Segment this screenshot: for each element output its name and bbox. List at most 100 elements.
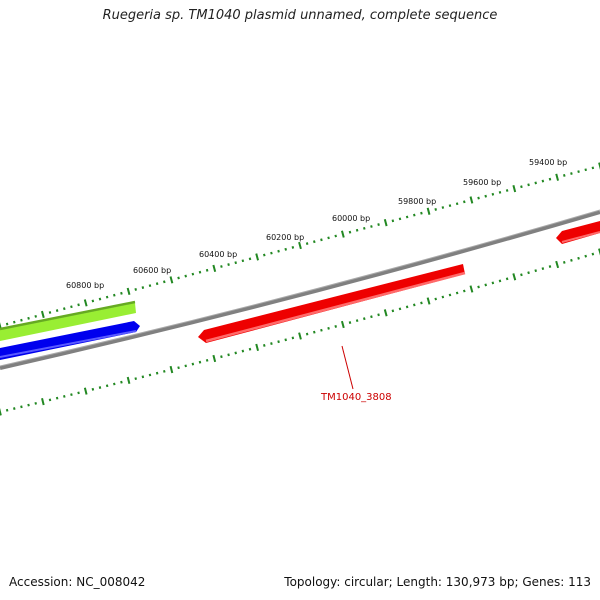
inner-ruler-minor-tick <box>413 303 416 307</box>
outer-ruler-minor-tick <box>270 251 273 255</box>
outer-ruler-major-tick <box>255 253 260 261</box>
inner-ruler-minor-tick <box>313 330 316 334</box>
inner-ruler-major-tick <box>426 297 431 305</box>
inner-ruler-minor-tick <box>141 375 145 379</box>
outer-ruler-minor-tick <box>105 295 109 299</box>
outer-ruler-minor-tick <box>455 202 459 206</box>
outer-ruler-minor-tick <box>198 270 202 274</box>
outer-ruler-major-tick <box>126 287 131 296</box>
outer-ruler-minor-tick <box>334 234 337 238</box>
inner-ruler-minor-tick <box>548 265 552 268</box>
plasmid-backbone <box>0 210 600 370</box>
outer-ruler-minor-tick <box>391 219 395 223</box>
inner-ruler-track <box>0 248 600 416</box>
inner-ruler-minor-tick <box>113 382 116 386</box>
inner-ruler-minor-tick <box>5 408 9 412</box>
outer-ruler-minor-tick <box>113 293 116 297</box>
inner-ruler-minor-tick <box>227 353 230 357</box>
gene-green[interactable] <box>0 300 136 341</box>
inner-ruler-minor-tick <box>134 377 137 381</box>
outer-ruler-minor-tick <box>55 309 59 313</box>
outer-ruler-minor-tick <box>405 215 409 219</box>
inner-ruler-minor-tick <box>155 371 159 375</box>
inner-ruler-minor-tick <box>284 338 287 342</box>
gene-blue[interactable] <box>0 321 140 360</box>
inner-ruler-major-tick <box>83 387 88 395</box>
inner-ruler-minor-tick <box>184 364 187 368</box>
inner-ruler-major-tick <box>383 309 388 317</box>
inner-ruler-major-tick <box>598 248 600 256</box>
outer-ruler-minor-tick <box>313 240 316 244</box>
outer-ruler-minor-tick <box>413 213 416 217</box>
inner-ruler-major-tick <box>555 260 560 269</box>
outer-ruler-minor-tick <box>98 297 102 301</box>
inner-ruler-minor-tick <box>220 355 223 359</box>
gene-label-tm1040-3808[interactable]: TM1040_3808 <box>320 392 392 403</box>
outer-ruler-minor-tick <box>263 253 266 257</box>
inner-ruler-minor-tick <box>570 258 573 262</box>
inner-ruler-minor-tick <box>234 351 237 355</box>
outer-ruler-minor-tick <box>541 179 545 183</box>
inner-ruler-minor-tick <box>448 293 452 297</box>
inner-ruler-minor-tick <box>462 289 466 293</box>
outer-ruler-minor-tick <box>77 303 80 307</box>
inner-ruler-minor-tick <box>20 405 23 409</box>
inner-ruler-minor-tick <box>541 267 545 271</box>
outer-ruler-major-tick <box>512 184 517 193</box>
inner-ruler-minor-tick <box>370 315 373 319</box>
tick-label-59800: 59800 bp <box>398 197 436 206</box>
outer-ruler-minor-tick <box>163 280 166 284</box>
outer-ruler-minor-tick <box>305 242 309 246</box>
inner-ruler-minor-tick <box>77 391 80 395</box>
outer-ruler-major-tick <box>212 264 217 273</box>
inner-ruler-minor-tick <box>277 340 280 344</box>
outer-ruler-minor-tick <box>48 311 52 314</box>
inner-ruler-major-tick <box>298 332 302 340</box>
outer-ruler-minor-tick <box>191 272 195 276</box>
inner-ruler-minor-tick <box>348 321 352 324</box>
outer-ruler-minor-tick <box>177 276 180 280</box>
inner-ruler-major-tick <box>469 285 474 293</box>
outer-ruler-minor-tick <box>277 249 280 253</box>
inner-ruler-minor-tick <box>391 309 395 313</box>
inner-ruler-minor-tick <box>591 252 595 256</box>
inner-ruler-minor-tick <box>434 297 437 301</box>
inner-ruler-major-tick <box>41 397 45 406</box>
inner-ruler-major-tick <box>169 365 174 374</box>
inner-ruler-major-tick <box>340 320 345 329</box>
outer-ruler-minor-tick <box>577 170 580 174</box>
tick-label-59400: 59400 bp <box>529 158 567 167</box>
outer-ruler-major-tick <box>426 207 431 215</box>
outer-ruler-major-tick <box>40 310 45 319</box>
outer-ruler-minor-tick <box>377 223 380 226</box>
outer-ruler-minor-tick <box>34 314 37 318</box>
accession-text: Accession: NC_008042 <box>9 575 146 589</box>
inner-ruler-minor-tick <box>91 387 95 391</box>
tick-label-59600: 59600 bp <box>463 178 501 187</box>
tick-label-60400: 60400 bp <box>199 250 237 259</box>
inner-ruler-minor-tick <box>484 283 488 287</box>
outer-ruler-minor-tick <box>141 286 145 289</box>
outer-ruler-major-tick <box>169 276 174 284</box>
outer-ruler-minor-tick <box>563 173 566 177</box>
inner-ruler-minor-tick <box>405 305 409 309</box>
outer-ruler-minor-tick <box>570 172 573 175</box>
inner-ruler-major-tick <box>255 343 259 351</box>
inner-ruler-minor-tick <box>241 349 245 353</box>
outer-ruler-minor-tick <box>527 183 530 187</box>
inner-ruler-minor-tick <box>120 380 123 384</box>
outer-ruler-minor-tick <box>398 217 402 221</box>
inner-ruler-minor-tick <box>327 326 330 330</box>
outer-ruler-minor-tick <box>184 274 187 278</box>
inner-ruler-minor-tick <box>163 369 166 373</box>
gene-tm1040-3808[interactable] <box>198 264 466 343</box>
outer-ruler-minor-tick <box>5 322 9 326</box>
inner-ruler-minor-tick <box>520 273 523 277</box>
inner-ruler-major-tick <box>212 354 217 363</box>
outer-ruler-major-tick <box>340 230 345 238</box>
outer-ruler-minor-tick <box>434 207 437 211</box>
outer-ruler-minor-tick <box>13 320 16 324</box>
inner-ruler-minor-tick <box>584 254 588 258</box>
gene-red-right[interactable] <box>556 221 600 244</box>
